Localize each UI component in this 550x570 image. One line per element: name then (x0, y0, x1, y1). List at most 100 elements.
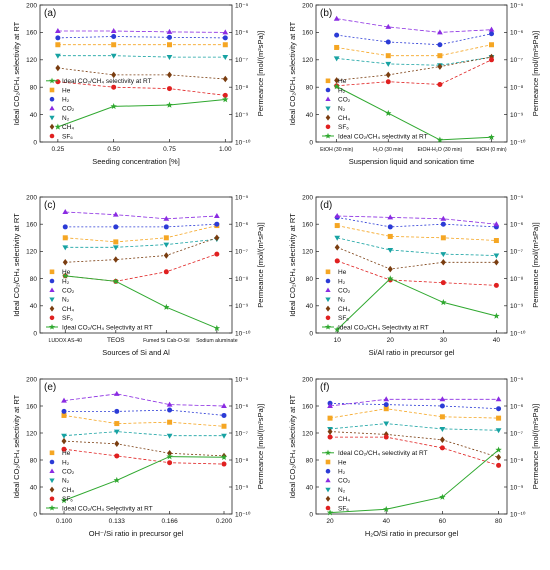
left-y-tick-label: 120 (26, 57, 37, 64)
data-point (334, 258, 340, 264)
panel-a: 0 40 80 120 160 200 10⁻¹⁰ 10⁻⁹ 10⁻⁸ 10⁻⁷ 10⁻⁶ 10⁻⁵ 0… (12, 2, 265, 166)
data-point (385, 23, 392, 29)
legend-item: CO₂ (49, 287, 75, 295)
series-line (336, 18, 492, 33)
legend-item: H₂ (325, 469, 346, 476)
data-point (166, 55, 173, 61)
legend-marker (49, 77, 55, 84)
left-y-axis-title: Ideal CO₂/CH₄ selectivity at RT (288, 21, 297, 125)
left-y-tick-label: 40 (306, 112, 314, 119)
data-point (440, 259, 446, 266)
data-point (54, 53, 61, 59)
data-point (167, 460, 173, 466)
series-line (64, 409, 225, 416)
data-point (495, 396, 502, 402)
x-tick-label: 10 (334, 337, 342, 344)
left-y-tick-label: 0 (33, 139, 37, 146)
series-line (337, 225, 497, 241)
plot-frame (315, 378, 508, 515)
series-h (334, 214, 499, 230)
data-point (437, 53, 443, 59)
series-selectivity (62, 272, 221, 331)
legend-label: SF₆ (338, 315, 349, 322)
legend-item: SF₆ (49, 133, 73, 140)
data-point (496, 462, 502, 468)
legend-label: N₂ (338, 106, 346, 113)
series-line (336, 59, 492, 87)
legend-label: He (338, 459, 347, 466)
legend-label: CO₂ (62, 288, 75, 295)
series-he (334, 42, 495, 59)
legend-marker (325, 78, 331, 84)
legend-label: Ideal CO₂/CH₄ selectivity at RT (338, 133, 428, 140)
legend-label: CO₂ (338, 97, 351, 104)
series-line (65, 237, 217, 263)
right-y-tick-label: 10⁻⁷ (235, 430, 249, 437)
panel-label: (f) (320, 382, 329, 393)
data-point (222, 35, 228, 41)
data-point (111, 42, 117, 48)
data-point (163, 269, 169, 275)
data-point (327, 434, 333, 440)
data-point (110, 28, 117, 34)
series-line (336, 44, 492, 57)
data-point (55, 64, 61, 72)
data-point (221, 461, 227, 467)
data-point (489, 57, 495, 63)
series-ch (62, 234, 220, 266)
x-tick-label: 0.75 (163, 146, 176, 153)
panel-d: 0 40 80 120 160 200 10⁻¹⁰ 10⁻⁹ 10⁻⁸ 10⁻⁷ 10⁻⁶ 10⁻⁵ 1… (288, 194, 540, 357)
data-point (167, 407, 173, 413)
series-line (337, 246, 497, 270)
legend-marker (49, 468, 55, 474)
x-tick-label: H₂O (30 min) (373, 147, 404, 153)
x-tick-label: 40 (493, 337, 501, 344)
legend-item: CH₄ (325, 495, 350, 503)
legend-marker (325, 459, 331, 465)
left-y-tick-label: 80 (306, 85, 314, 92)
data-point (163, 235, 169, 241)
left-y-tick-label: 80 (30, 276, 38, 283)
series-ch (334, 244, 499, 273)
legend-item: He (325, 459, 347, 466)
series-ch (55, 64, 228, 83)
series-line (63, 448, 225, 465)
series-line (329, 423, 499, 431)
series-n (54, 53, 229, 61)
data-point (111, 84, 117, 90)
data-point (387, 233, 393, 239)
data-point (440, 280, 446, 286)
data-point (439, 396, 446, 402)
legend-item: N₂ (49, 297, 70, 304)
data-point (167, 419, 173, 425)
legend-marker (49, 123, 55, 130)
series-line (336, 86, 492, 141)
left-y-tick-label: 0 (309, 139, 313, 146)
data-point (54, 123, 62, 130)
data-point (166, 433, 173, 439)
series-he (327, 406, 502, 421)
data-point (334, 32, 340, 38)
left-y-axis-title: Ideal CO₂/CH₄ selectivity at RT (288, 394, 297, 498)
legend-item: N₂ (325, 106, 346, 113)
series-line (337, 260, 497, 286)
data-point (333, 56, 340, 62)
left-y-tick-label: 80 (306, 276, 314, 283)
data-point (113, 224, 119, 230)
plot-frame (315, 4, 508, 143)
data-point (439, 445, 445, 451)
series-line (330, 436, 499, 466)
x-tick-label: 0.166 (161, 518, 178, 525)
left-y-tick-label: 40 (306, 484, 314, 491)
series-sf (334, 57, 495, 89)
data-point (383, 396, 390, 402)
legend-marker (49, 87, 55, 93)
data-point (440, 235, 446, 241)
data-point (114, 453, 120, 459)
legend-item: H₂ (325, 87, 346, 94)
legend-marker (49, 115, 55, 121)
legend-label: SF₆ (62, 315, 73, 322)
legend-item: Ideal CO₂/CH₄ selectivity at RT (322, 449, 428, 457)
legend-item: N₂ (49, 478, 70, 485)
left-y-tick-label: 0 (33, 330, 37, 337)
